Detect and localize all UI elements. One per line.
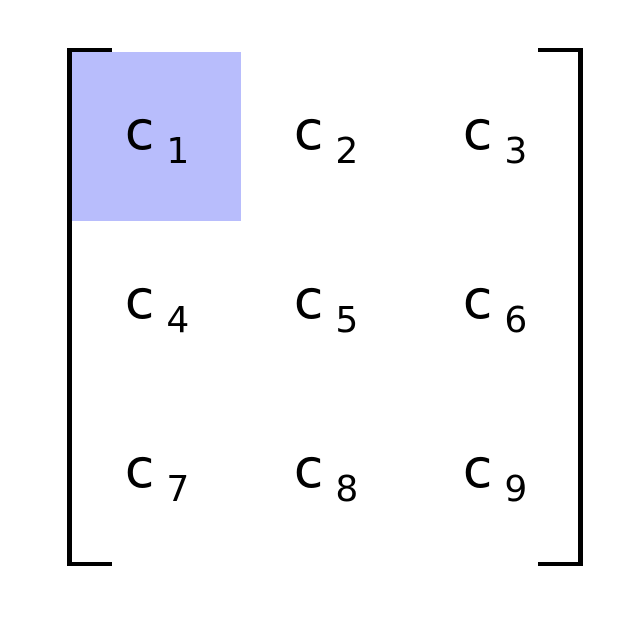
cell-symbol: c bbox=[124, 437, 155, 500]
cell-subscript: 6 bbox=[504, 300, 528, 341]
cell-subscript: 5 bbox=[335, 300, 359, 341]
left-bracket bbox=[67, 48, 112, 566]
cell-symbol: c bbox=[462, 99, 493, 162]
highlighted-cell-background bbox=[72, 52, 241, 221]
cell-symbol: c bbox=[293, 437, 324, 500]
cell-subscript: 2 bbox=[335, 131, 359, 172]
cell-symbol: c bbox=[462, 437, 493, 500]
cell-subscript: 7 bbox=[166, 469, 190, 510]
cell-subscript: 1 bbox=[166, 131, 190, 172]
cell-symbol: c bbox=[462, 268, 493, 331]
right-bracket bbox=[538, 48, 583, 566]
cell-subscript: 9 bbox=[504, 469, 528, 510]
cell-symbol: c bbox=[124, 99, 155, 162]
cell-subscript: 8 bbox=[335, 469, 359, 510]
cell-subscript: 3 bbox=[504, 131, 528, 172]
cell-symbol: c bbox=[293, 99, 324, 162]
cell-symbol: c bbox=[124, 268, 155, 331]
cell-subscript: 4 bbox=[166, 300, 190, 341]
cell-symbol: c bbox=[293, 268, 324, 331]
